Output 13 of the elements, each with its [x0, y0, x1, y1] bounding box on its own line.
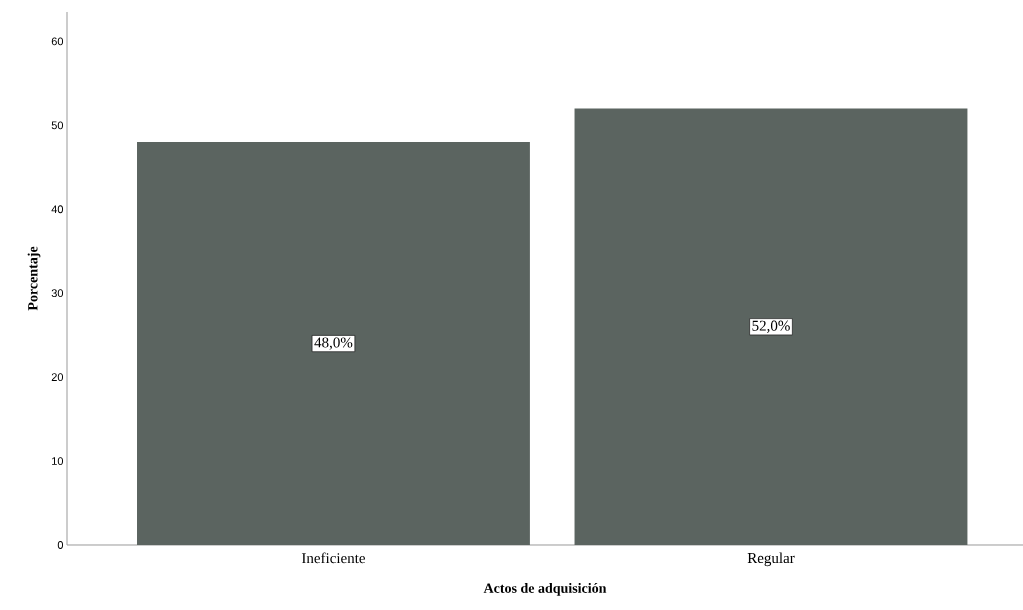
y-tick-label: 40	[51, 205, 64, 214]
y-tick-label: 50	[51, 121, 64, 130]
x-tick-label: Regular	[747, 552, 795, 567]
y-axis-title: Porcentaje	[27, 246, 41, 311]
y-tick-label: 0	[57, 541, 64, 549]
x-tick-label: Ineficiente	[301, 552, 366, 564]
data-label: 48,0%	[314, 337, 353, 350]
y-tick-label: 20	[51, 373, 64, 382]
y-tick-label: 60	[51, 37, 64, 46]
data-label: 52,0%	[752, 320, 790, 333]
x-axis-title: Actos de adquisición	[483, 583, 607, 596]
y-tick-label: 10	[52, 457, 64, 465]
y-tick-label: 30	[51, 289, 64, 298]
